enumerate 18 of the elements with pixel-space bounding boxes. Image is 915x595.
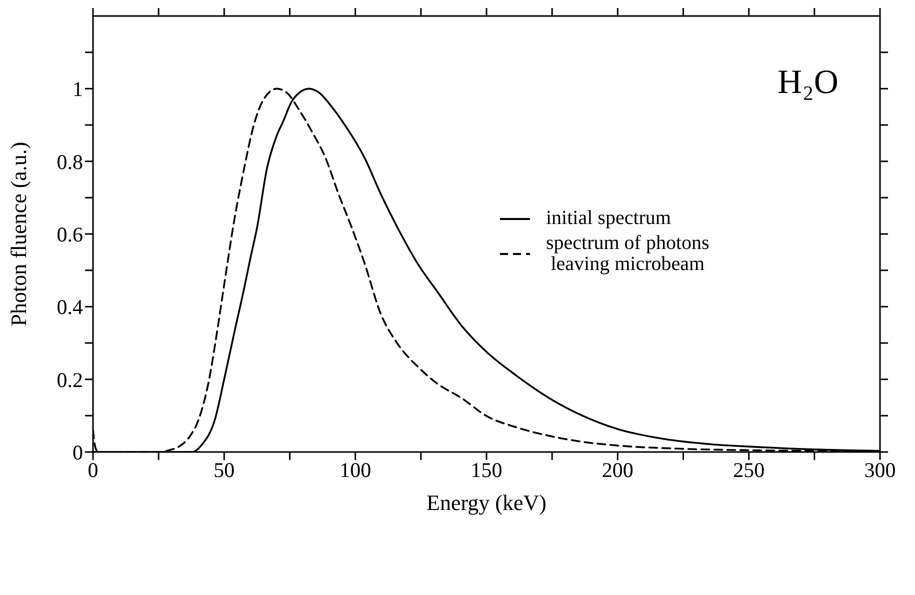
x-tick-label: 100 [340,458,372,482]
y-tick-label: 1 [72,77,83,102]
x-tick-label: 0 [88,458,98,482]
x-tick-label: 200 [602,458,634,482]
y-tick-label: 0 [72,440,83,464]
x-tick-label: 300 [864,458,896,482]
y-axis-title: Photon fluence (a.u.) [6,142,31,326]
legend-label: spectrum of photons leaving microbeam [546,232,710,275]
legend-label: initial spectrum [546,207,671,229]
x-tick-label: 250 [733,458,765,482]
x-tick-label: 50 [214,458,235,482]
y-tick-label: 0.2 [56,368,83,392]
y-tick-label: 0.8 [56,150,83,174]
annotation: H₂O [778,64,838,101]
y-tick-label: 0.4 [56,295,84,320]
y-tick-label: 0.6 [56,222,83,246]
x-axis-title: Energy (keV) [426,490,546,515]
x-tick-label: 150 [470,458,502,482]
